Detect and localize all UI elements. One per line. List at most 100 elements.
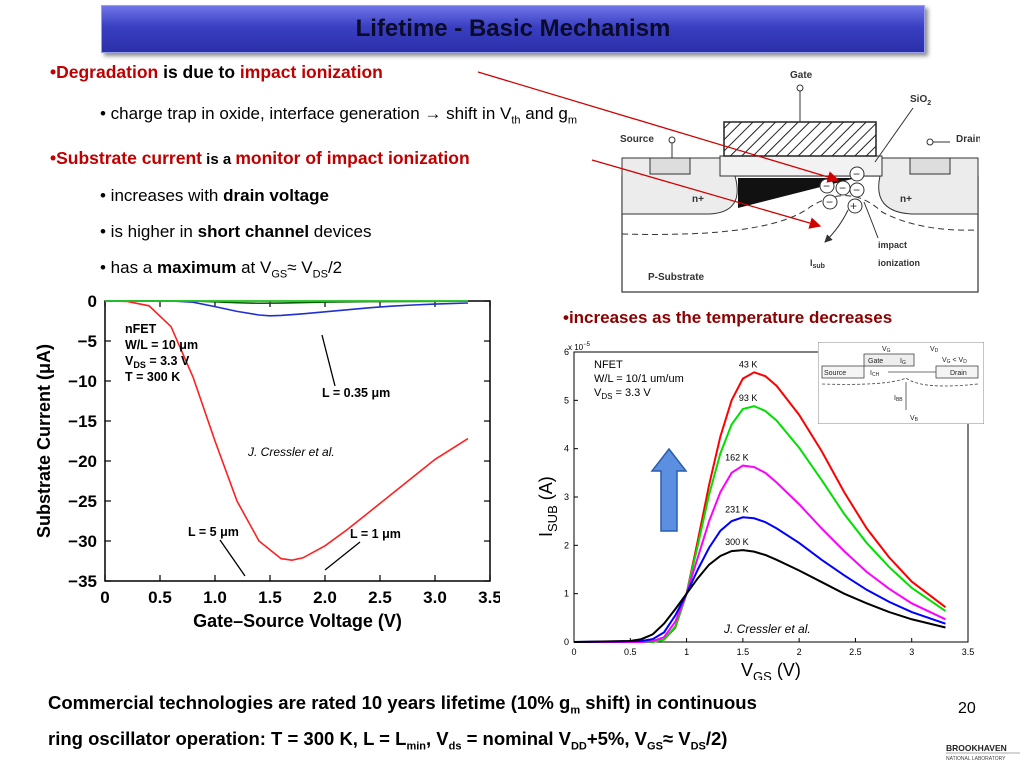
electron-1 [849, 166, 865, 182]
slide-title: Lifetime - Basic Mechanism [355, 15, 671, 42]
chart2-ytick-label: 0 [564, 637, 569, 647]
inset-gate [863, 353, 915, 367]
sio2-label: SiO2 [910, 94, 931, 107]
drain-well [878, 157, 979, 215]
has-a-text: • has a [100, 258, 157, 277]
depletion-boundary [621, 195, 979, 235]
due-to-text: is due to [158, 62, 240, 82]
drain-terminal [926, 138, 934, 146]
chart2-ytick-label: 3 [564, 492, 569, 502]
substrate-current-text: •Substrate current [50, 148, 202, 168]
chart1-xtick-label: 3.0 [423, 588, 447, 607]
inset-ig-label: IG [900, 358, 906, 366]
chart1-annotation-line-1: nFET [125, 322, 157, 336]
electron-3-sign: − [839, 181, 846, 195]
inset-vd-label: VD [930, 346, 939, 354]
short-channel-text: short channel [197, 222, 310, 241]
chart1-plot-area [104, 300, 491, 582]
temperature-bullet: •increases as the temperature decreases [563, 308, 893, 327]
footer-line-1: Commercial technologies are rated 10 yea… [48, 692, 757, 717]
chart2-series-label-4: 231 K [725, 504, 749, 514]
logo-sub: NATIONAL LABORATORY [946, 756, 1006, 762]
gate-electrode [723, 121, 877, 157]
chart1-ytick-label: −20 [68, 452, 97, 471]
substrate-current-chart: 0 0.5 1.0 1.5 2.0 2.5 3.0 3.5 −35 −30 −25 −20 −15 −10… [34, 292, 500, 631]
chart1-ytick-label: −25 [68, 492, 97, 511]
higher-in-text: • is higher in [100, 222, 198, 241]
temperature-up-arrow [650, 447, 688, 532]
logo-name: BROOKHAVEN [946, 743, 1007, 753]
approx-vds-text: ≈ V [287, 258, 313, 277]
chart2-credit: J. Cressler et al. [723, 622, 811, 636]
chart2-ytick-label: 4 [564, 444, 569, 454]
chart1-xtick-label: 3.5 [478, 588, 500, 607]
degradation-text: •Degradation [50, 62, 159, 82]
at-vgs-text: at V [236, 258, 272, 277]
monitor-text: monitor of impact ionization [235, 148, 470, 168]
inset-device-diagram: Gate IG VG VD VG < VD Source ICH Drain I… [818, 342, 984, 424]
footer-line-2: ring oscillator operation: T = 300 K, L … [48, 727, 728, 753]
brookhaven-logo: BROOKHAVEN NATIONAL LABORATORY [944, 742, 1022, 769]
chart1-xtick-label: 1.5 [258, 588, 282, 607]
increases-with-text: • increases with [100, 186, 224, 205]
chart1-xtick-label: 1.0 [203, 588, 227, 607]
chart1-ytick-label: −5 [78, 332, 97, 351]
electron-4 [849, 182, 865, 198]
chart1-series-label-3: L = 5 μm [188, 525, 239, 539]
chart2-series-label-5: 300 K [725, 537, 749, 547]
chart2-xtick-label: 0.5 [624, 647, 637, 657]
inset-source-label: Source [824, 370, 846, 377]
inset-source [821, 365, 865, 379]
bullet-drain-voltage: • increases with drain voltage [100, 186, 329, 206]
chart1-ytick-label: −10 [68, 372, 97, 391]
inset-depletion [821, 377, 979, 387]
impact-ionization-text: impact ionization [239, 62, 383, 82]
chart1-series-line-2 [105, 300, 469, 317]
chart2-series-label-2: 93 K [739, 393, 758, 403]
th-subscript: th [511, 114, 521, 127]
half-text: /2 [327, 258, 343, 277]
chart2-series-line-5 [573, 549, 946, 643]
chart1-xtick-label: 0.5 [148, 588, 172, 607]
chart1-ylabel: Substrate Current (μA) [34, 344, 54, 538]
chart2-series-label-3: 162 K [725, 453, 749, 463]
hole-path-arrow [824, 209, 849, 243]
sio2-pointer [874, 107, 914, 163]
chart2-series-line-4 [573, 516, 946, 643]
and-gm-text: and g [520, 104, 568, 123]
chart2-annotation-line-2: W/L = 10/1 um/um [594, 373, 684, 385]
chart1-ytick-label: −15 [68, 412, 97, 431]
chart1-leader-1 [321, 334, 336, 387]
chart2-yscale: x 10−5 [568, 342, 591, 352]
chart1-xtick-label: 2.5 [368, 588, 392, 607]
chart2-xtick-label: 3.5 [962, 647, 975, 657]
m-subscript: m [567, 114, 577, 127]
electron-5 [822, 194, 838, 210]
chart1-leader-3 [219, 539, 246, 577]
source-label: Source [620, 134, 654, 145]
page-number: 20 [958, 700, 976, 717]
inset-vb-label: VB [910, 415, 919, 423]
inset-ibb-label: IBB [894, 395, 903, 403]
chart1-xtick-label: 0 [100, 588, 109, 607]
inset-drain-label: Drain [950, 370, 967, 377]
gate-terminal [796, 84, 804, 92]
hole-sign: + [850, 199, 857, 213]
bullet-charge-trap: • charge trap in oxide, interface genera… [100, 104, 577, 126]
chart2-series-line-2 [574, 405, 947, 643]
source-terminal [668, 136, 676, 144]
left-contact [649, 157, 691, 175]
chart2-annotation-line-1: NFET [594, 359, 623, 371]
n-plus-right-label: n+ [900, 194, 912, 205]
chart1-annotation-line-3: VDS = 3.3 V [125, 354, 190, 370]
chart2-xlabel: VGS (V) [741, 660, 801, 680]
inset-vg-label: VG [882, 346, 891, 354]
arrow-to-substrate [591, 159, 822, 229]
drain-voltage-text: drain voltage [223, 186, 329, 205]
chart1-credit: J. Cressler et al. [247, 445, 335, 459]
ionization-label: ionization [878, 258, 920, 268]
impact-pointer [863, 201, 879, 239]
chart2-ytick-label: 5 [564, 395, 569, 405]
bullet-maximum: • has a maximum at VGS≈ VDS/2 [100, 258, 342, 280]
is-a-text: is a [202, 151, 236, 168]
